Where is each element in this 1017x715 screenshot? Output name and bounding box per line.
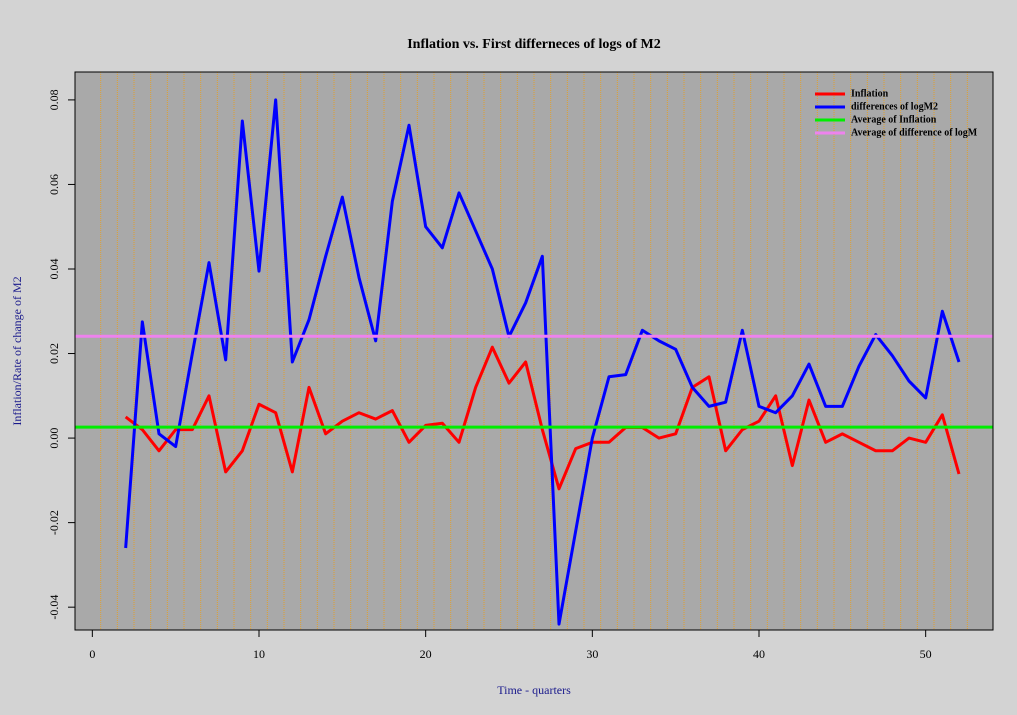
- y-tick-label: -0.02: [47, 510, 61, 535]
- y-axis-title: Inflation/Rate of change of M2: [10, 276, 24, 425]
- legend-label: Average of Inflation: [851, 114, 937, 125]
- data-line: [124, 98, 961, 626]
- legend-label: differences of logM2: [851, 101, 938, 112]
- y-tick-label: -0.04: [47, 595, 61, 620]
- legend-label: Average of difference of logM: [851, 127, 978, 138]
- plot-border: [74, 71, 994, 631]
- y-tick-label: 0.06: [47, 174, 61, 195]
- chart-title: Inflation vs. First differneces of logs …: [407, 37, 661, 52]
- y-tick-label: 0.08: [47, 89, 61, 110]
- y-tick-label: 0.04: [47, 258, 61, 279]
- plot-layer: [75, 72, 993, 630]
- x-axis-title: Time - quarters: [497, 683, 571, 697]
- y-tick-label: 0.00: [47, 428, 61, 449]
- x-tick-label: 50: [920, 647, 932, 661]
- x-tick-label: 0: [89, 647, 95, 661]
- x-tick-label: 10: [253, 647, 265, 661]
- x-tick-label: 20: [420, 647, 432, 661]
- legend-label: Inflation: [851, 88, 889, 99]
- y-tick-label: 0.02: [47, 343, 61, 364]
- x-tick-label: 30: [586, 647, 598, 661]
- x-tick-label: 40: [753, 647, 765, 661]
